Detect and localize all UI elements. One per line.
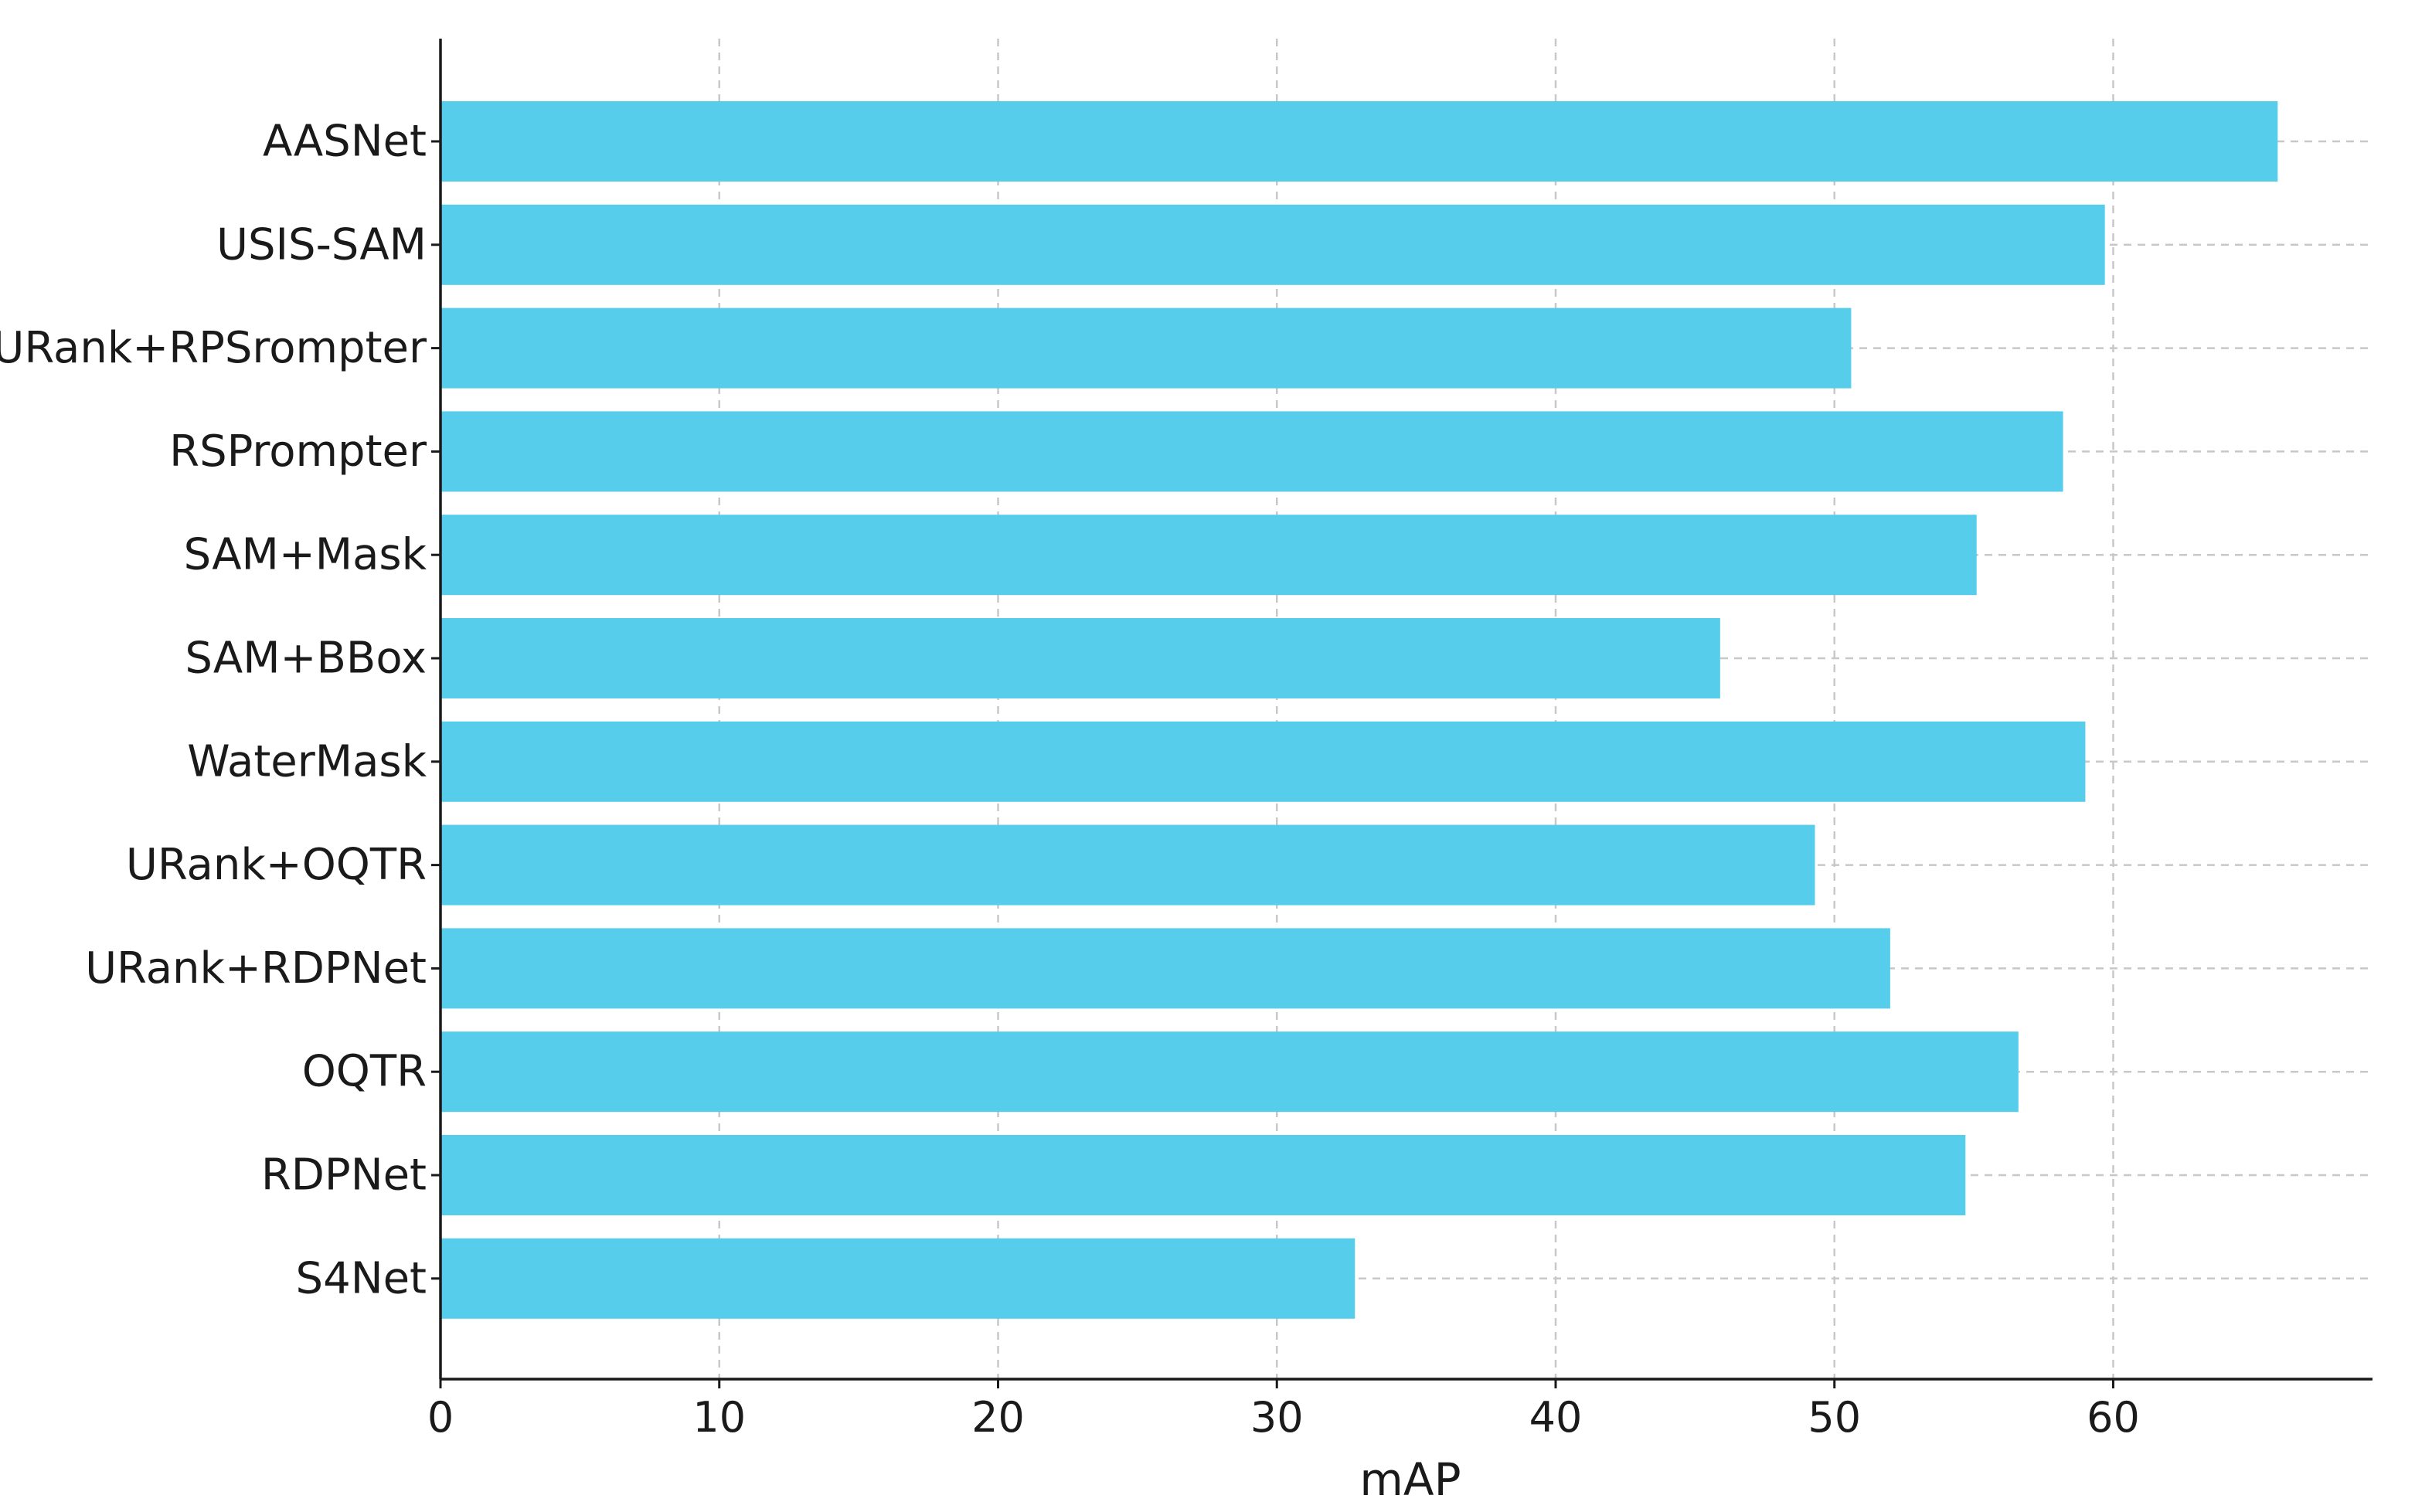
bar-sam-mask bbox=[440, 515, 1977, 596]
x-tick-label: 50 bbox=[1808, 1393, 1861, 1442]
y-tick-label: RDPNet bbox=[261, 1150, 427, 1201]
bar-rdpnet bbox=[440, 1135, 1966, 1215]
bar-aasnet bbox=[440, 101, 2278, 182]
x-tick-label: 20 bbox=[971, 1393, 1025, 1442]
bar-rsprompter bbox=[440, 411, 2063, 492]
y-tick-label: SAM+Mask bbox=[184, 530, 427, 580]
bar-urank-rpsrompter bbox=[440, 307, 1852, 389]
y-tick-label: URank+RDPNet bbox=[85, 943, 427, 994]
y-tick-label: OQTR bbox=[302, 1047, 427, 1097]
bar-usis-sam bbox=[440, 204, 2105, 285]
bar-oqtr bbox=[440, 1031, 2019, 1113]
x-tick-label: 30 bbox=[1250, 1393, 1304, 1442]
x-axis-title: mAP bbox=[1359, 1453, 1461, 1506]
x-tick-labels: 0 10 20 30 40 50 60 bbox=[427, 1379, 2140, 1442]
bars bbox=[440, 101, 2278, 1319]
bar-urank-oqtr bbox=[440, 824, 1815, 906]
y-tick-label: WaterMask bbox=[187, 736, 427, 787]
y-tick-label: URank+RPSrompter bbox=[0, 323, 427, 373]
bar-watermask bbox=[440, 721, 2086, 802]
bar-sam-bbox bbox=[440, 618, 1720, 698]
y-tick-labels: AASNet USIS-SAM URank+RPSrompter RSPrompter… bbox=[0, 117, 440, 1303]
axes bbox=[439, 39, 2372, 1381]
y-tick-label: RSPrompter bbox=[169, 426, 427, 477]
y-tick-label: S4Net bbox=[296, 1253, 427, 1303]
y-tick-label: AASNet bbox=[263, 117, 427, 167]
bar-s4net bbox=[440, 1238, 1355, 1319]
x-tick-label: 40 bbox=[1529, 1393, 1583, 1442]
x-tick-label: 10 bbox=[692, 1393, 746, 1442]
x-tick-label: 0 bbox=[427, 1393, 454, 1442]
x-tick-label: 60 bbox=[2087, 1393, 2140, 1442]
y-tick-label: SAM+BBox bbox=[185, 634, 427, 684]
y-tick-label: URank+OQTR bbox=[126, 840, 427, 890]
y-tick-label: USIS-SAM bbox=[216, 219, 427, 270]
bar-urank-rdpnet bbox=[440, 928, 1890, 1009]
